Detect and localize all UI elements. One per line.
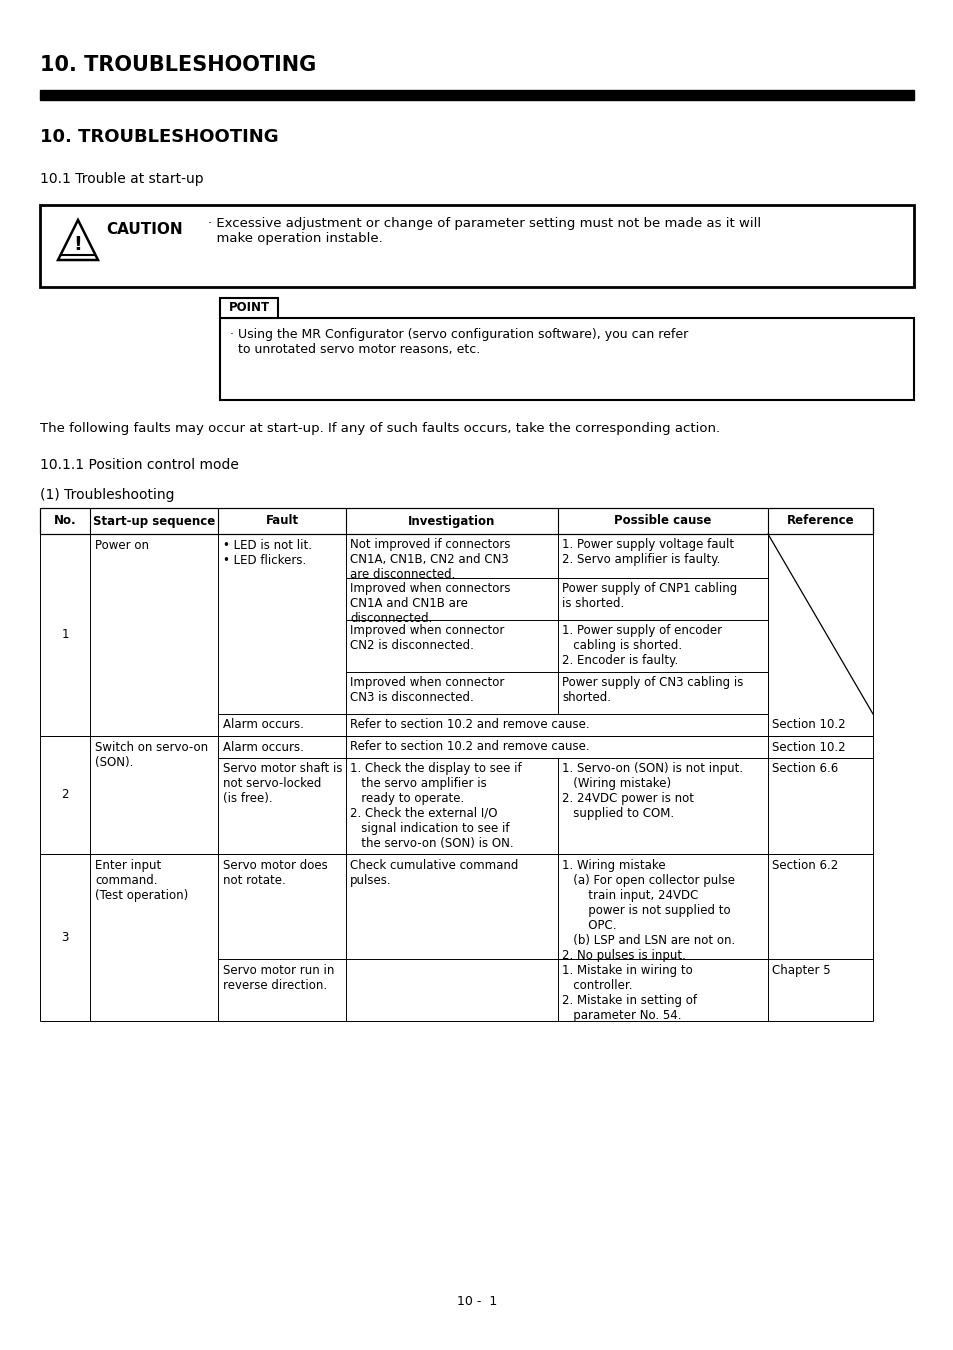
- Text: Fault: Fault: [265, 514, 298, 528]
- Text: 1. Servo-on (SON) is not input.
   (Wiring mistake)
2. 24VDC power is not
   sup: 1. Servo-on (SON) is not input. (Wiring …: [561, 761, 742, 819]
- Text: Investigation: Investigation: [408, 514, 496, 528]
- Text: Refer to section 10.2 and remove cause.: Refer to section 10.2 and remove cause.: [350, 718, 589, 730]
- Text: Switch on servo-on
(SON).: Switch on servo-on (SON).: [95, 741, 208, 770]
- Bar: [40, 205, 913, 288]
- Text: Servo motor does
not rotate.: Servo motor does not rotate.: [223, 859, 328, 887]
- Bar: [220, 298, 277, 319]
- Text: 1: 1: [61, 629, 69, 641]
- Text: POINT: POINT: [228, 301, 270, 315]
- Text: · Using the MR Configurator (servo configuration software), you can refer
  to u: · Using the MR Configurator (servo confi…: [230, 328, 687, 356]
- Text: Start-up sequence: Start-up sequence: [92, 514, 214, 528]
- Text: !: !: [73, 235, 82, 254]
- Text: 1. Wiring mistake
   (a) For open collector pulse
       train input, 24VDC
    : 1. Wiring mistake (a) For open collector…: [561, 859, 735, 963]
- Bar: [40, 90, 913, 100]
- Text: (1) Troubleshooting: (1) Troubleshooting: [40, 487, 174, 502]
- Bar: [40, 508, 872, 535]
- Text: 2: 2: [61, 788, 69, 802]
- Text: 1. Mistake in wiring to
   controller.
2. Mistake in setting of
   parameter No.: 1. Mistake in wiring to controller. 2. M…: [561, 964, 697, 1022]
- Text: 10. TROUBLESHOOTING: 10. TROUBLESHOOTING: [40, 128, 278, 146]
- Text: Section 10.2: Section 10.2: [771, 718, 844, 730]
- Text: Alarm occurs.: Alarm occurs.: [223, 741, 304, 755]
- Text: 10 -  1: 10 - 1: [456, 1295, 497, 1308]
- Text: Improved when connector
CN2 is disconnected.: Improved when connector CN2 is disconnec…: [350, 624, 504, 652]
- Text: Servo motor shaft is
not servo-locked
(is free).: Servo motor shaft is not servo-locked (i…: [223, 761, 342, 805]
- Text: 10. TROUBLESHOOTING: 10. TROUBLESHOOTING: [40, 55, 315, 76]
- Text: Servo motor run in
reverse direction.: Servo motor run in reverse direction.: [223, 964, 334, 992]
- Text: Improved when connectors
CN1A and CN1B are
disconnected.: Improved when connectors CN1A and CN1B a…: [350, 582, 510, 625]
- Text: Enter input
command.
(Test operation): Enter input command. (Test operation): [95, 859, 188, 902]
- Text: 3: 3: [61, 931, 69, 944]
- Text: · Excessive adjustment or change of parameter setting must not be made as it wil: · Excessive adjustment or change of para…: [208, 217, 760, 244]
- Text: 1. Power supply of encoder
   cabling is shorted.
2. Encoder is faulty.: 1. Power supply of encoder cabling is sh…: [561, 624, 721, 667]
- Text: Improved when connector
CN3 is disconnected.: Improved when connector CN3 is disconnec…: [350, 676, 504, 703]
- Text: No.: No.: [53, 514, 76, 528]
- Text: Power on: Power on: [95, 539, 149, 552]
- Text: Check cumulative command
pulses.: Check cumulative command pulses.: [350, 859, 517, 887]
- Text: Power supply of CNP1 cabling
is shorted.: Power supply of CNP1 cabling is shorted.: [561, 582, 737, 610]
- Text: CAUTION: CAUTION: [106, 221, 182, 238]
- Text: Alarm occurs.: Alarm occurs.: [223, 718, 304, 730]
- Text: Possible cause: Possible cause: [614, 514, 711, 528]
- Text: Refer to section 10.2 and remove cause.: Refer to section 10.2 and remove cause.: [350, 740, 589, 753]
- Text: 10.1.1 Position control mode: 10.1.1 Position control mode: [40, 458, 238, 472]
- Text: Section 6.6: Section 6.6: [771, 761, 838, 775]
- Polygon shape: [58, 220, 98, 261]
- Text: Section 10.2: Section 10.2: [771, 741, 844, 755]
- Text: Reference: Reference: [786, 514, 854, 528]
- Text: Chapter 5: Chapter 5: [771, 964, 830, 977]
- Text: The following faults may occur at start-up. If any of such faults occurs, take t: The following faults may occur at start-…: [40, 423, 720, 435]
- Text: 10.1 Trouble at start-up: 10.1 Trouble at start-up: [40, 171, 203, 186]
- Text: 1. Power supply voltage fault
2. Servo amplifier is faulty.: 1. Power supply voltage fault 2. Servo a…: [561, 539, 734, 566]
- Text: • LED is not lit.
• LED flickers.: • LED is not lit. • LED flickers.: [223, 539, 312, 567]
- Text: 1. Check the display to see if
   the servo amplifier is
   ready to operate.
2.: 1. Check the display to see if the servo…: [350, 761, 521, 850]
- Text: Section 6.2: Section 6.2: [771, 859, 838, 872]
- Text: Not improved if connectors
CN1A, CN1B, CN2 and CN3
are disconnected.: Not improved if connectors CN1A, CN1B, C…: [350, 539, 510, 580]
- Text: Power supply of CN3 cabling is
shorted.: Power supply of CN3 cabling is shorted.: [561, 676, 742, 703]
- Bar: [220, 319, 913, 400]
